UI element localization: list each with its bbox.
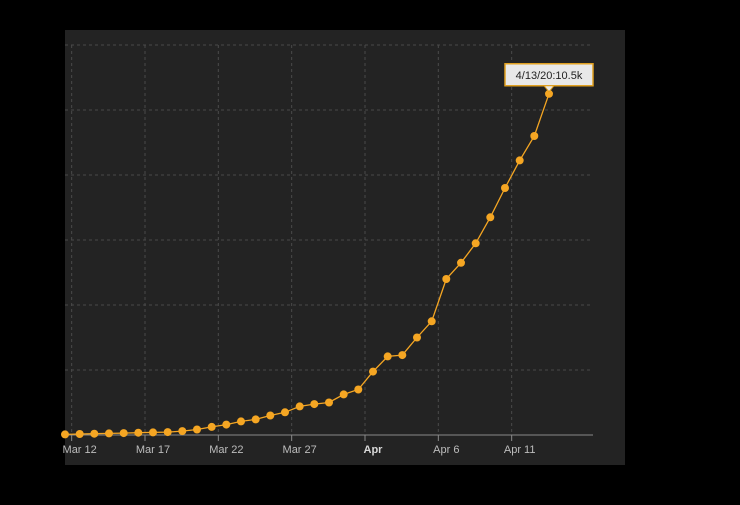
data-point[interactable] (310, 400, 319, 409)
x-tick-label: Mar 12 (63, 444, 97, 456)
data-point[interactable] (339, 390, 348, 399)
x-tick-label: Mar 27 (283, 444, 317, 456)
series-line (64, 93, 550, 436)
data-point[interactable] (149, 428, 157, 437)
x-tick-label: Apr (364, 444, 384, 456)
x-tick-label: Apr 11 (504, 444, 536, 456)
tooltip-label: 4/13/20:10.5k (516, 70, 583, 82)
data-point[interactable] (398, 351, 407, 360)
data-point[interactable] (486, 213, 495, 222)
tooltip-pointer (542, 85, 556, 93)
data-point[interactable] (90, 429, 99, 438)
x-tick-label: Mar 17 (136, 444, 170, 456)
data-point[interactable] (427, 317, 436, 326)
grid-lines (65, 44, 593, 435)
x-axis: Mar 12 Mar 17 Mar 22 Mar 27 Apr Apr 6 Apr 11 (63, 434, 593, 456)
data-point[interactable] (119, 429, 128, 438)
data-point[interactable] (545, 89, 553, 98)
data-point[interactable] (61, 430, 69, 439)
data-point[interactable] (383, 352, 392, 361)
data-point[interactable] (369, 367, 377, 376)
data-point[interactable] (325, 398, 333, 407)
data-point[interactable] (501, 184, 509, 192)
data-point[interactable] (222, 420, 231, 429)
data-point[interactable] (75, 430, 84, 438)
data-point[interactable] (515, 156, 524, 165)
plot-background (65, 30, 625, 465)
data-point[interactable] (163, 428, 172, 437)
data-point[interactable] (105, 429, 113, 438)
tooltip: 4/13/20:10.5k (504, 63, 594, 93)
data-point[interactable] (178, 427, 187, 436)
series-line-group (64, 93, 550, 436)
data-point[interactable] (251, 415, 260, 424)
data-point[interactable] (134, 428, 143, 437)
data-point[interactable] (530, 132, 539, 140)
x-tick-label: Mar 22 (209, 444, 243, 456)
data-point[interactable] (266, 411, 275, 420)
data-point[interactable] (237, 417, 245, 426)
data-point[interactable] (354, 385, 363, 394)
data-point[interactable] (207, 422, 216, 431)
data-point[interactable] (193, 425, 201, 434)
data-point[interactable] (281, 408, 289, 417)
series-points (61, 89, 553, 439)
data-point[interactable] (457, 258, 465, 267)
data-point[interactable] (471, 239, 480, 248)
data-point[interactable] (442, 275, 451, 283)
x-tick-label: Apr 6 (433, 444, 459, 456)
data-point[interactable] (413, 333, 421, 342)
data-point[interactable] (295, 402, 304, 411)
